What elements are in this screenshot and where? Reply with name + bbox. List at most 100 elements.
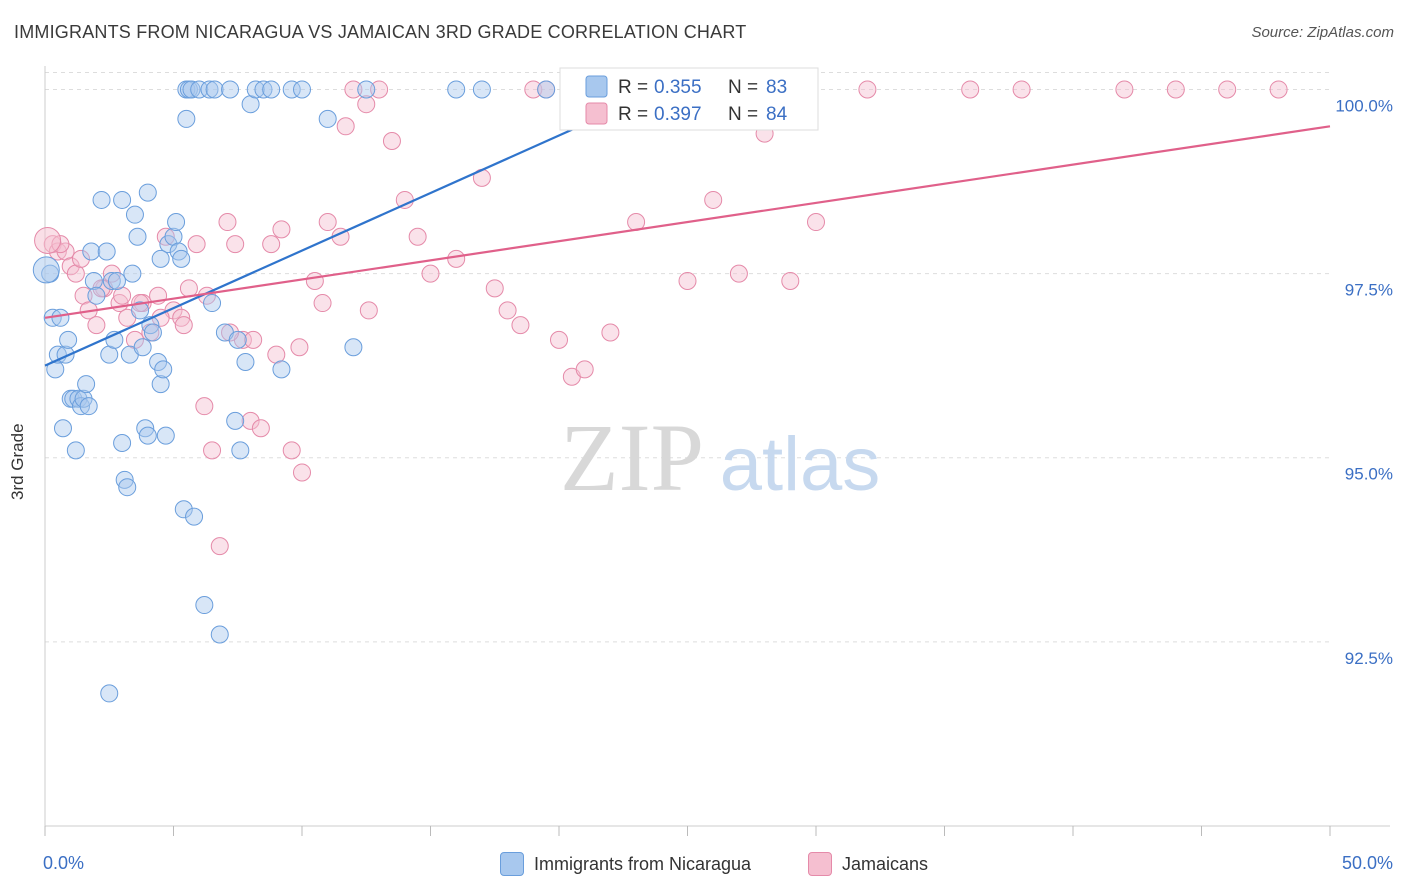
source-label: Source: ZipAtlas.com: [1251, 24, 1394, 41]
data-point: [151, 375, 170, 394]
y-tick-label: 97.5%: [1345, 281, 1393, 300]
data-point: [107, 271, 126, 290]
data-point: [53, 419, 72, 438]
data-point: [395, 190, 414, 209]
data-point: [601, 323, 620, 342]
data-point: [172, 308, 191, 327]
stats-n-value-1: 83: [766, 77, 787, 98]
data-point: [210, 625, 229, 644]
x-tick-label-min: 0.0%: [43, 853, 84, 873]
data-point: [241, 411, 260, 430]
data-point: [138, 183, 157, 202]
data-point: [318, 213, 337, 232]
data-point: [66, 441, 85, 460]
data-point: [174, 500, 193, 519]
data-point: [102, 271, 121, 290]
data-point: [226, 411, 245, 430]
data-point: [305, 271, 324, 290]
data-point: [318, 109, 337, 128]
legend-label-nicaragua: Immigrants from Nicaragua: [534, 853, 752, 874]
data-point-large: [32, 256, 60, 284]
data-point: [71, 249, 90, 268]
data-point: [781, 271, 800, 290]
data-point: [69, 389, 88, 408]
data-point: [167, 213, 186, 232]
data-point: [43, 308, 62, 327]
data-point: [59, 330, 78, 349]
data-point: [244, 330, 263, 349]
data-point: [115, 470, 134, 489]
data-point: [143, 323, 162, 342]
data-point: [1269, 80, 1288, 99]
data-point: [125, 205, 144, 224]
chart-title: IMMIGRANTS FROM NICARAGUA VS JAMAICAN 3R…: [14, 22, 747, 42]
legend-swatch-jamaicans: [808, 852, 832, 876]
trendline-jamaicans: [44, 125, 1331, 319]
data-point: [118, 478, 137, 497]
data-point: [1115, 80, 1134, 99]
data-point: [290, 338, 309, 357]
data-point: [77, 375, 96, 394]
data-point: [858, 80, 877, 99]
data-point: [221, 323, 240, 342]
data-point: [961, 80, 980, 99]
data-point: [421, 264, 440, 283]
data-point: [123, 264, 142, 283]
grid-layer: [45, 71, 1330, 643]
data-point: [190, 80, 209, 99]
data-point: [370, 80, 389, 99]
stats-legend: R = 0.355 N = 83 R = 0.397 N = 84: [559, 67, 819, 131]
stats-swatch-jamaicans: [585, 102, 608, 125]
data-point: [133, 338, 152, 357]
data-point: [51, 308, 70, 327]
y-tick-label: 92.5%: [1345, 649, 1393, 668]
data-point-large: [34, 226, 62, 254]
legend-item-jamaicans: Jamaicans: [808, 852, 928, 876]
stats-r-value-2: 0.397: [654, 104, 702, 125]
data-point: [97, 242, 116, 261]
series-legend: Immigrants from Nicaragua Jamaicans: [0, 852, 1406, 878]
legend-label-jamaicans: Jamaicans: [842, 853, 929, 874]
data-point: [179, 279, 198, 298]
data-point: [1218, 80, 1237, 99]
data-point: [79, 397, 98, 416]
data-point: [128, 227, 147, 246]
data-point: [1166, 80, 1185, 99]
data-point: [272, 220, 291, 239]
data-point: [485, 279, 504, 298]
data-point: [228, 330, 247, 349]
data-point: [205, 80, 224, 99]
data-point: [131, 301, 150, 320]
data-point: [177, 109, 196, 128]
data-point: [447, 249, 466, 268]
data-point: [113, 190, 132, 209]
data-point: [221, 80, 240, 99]
data-point: [1012, 80, 1031, 99]
data-point: [511, 316, 530, 335]
data-point: [729, 264, 748, 283]
x-tick-label-max: 50.0%: [1342, 853, 1393, 873]
data-point: [156, 426, 175, 445]
data-point: [293, 463, 311, 482]
points-nicaragua: [32, 80, 581, 703]
stats-n-value-2: 84: [766, 104, 788, 125]
data-point: [174, 316, 193, 335]
data-point: [156, 227, 175, 246]
y-tick-label: 95.0%: [1345, 465, 1393, 484]
data-point: [84, 271, 103, 290]
data-point: [282, 441, 301, 460]
data-point: [313, 294, 332, 313]
data-point: [210, 537, 229, 556]
data-point: [282, 80, 301, 99]
data-point: [550, 330, 568, 349]
data-point: [262, 80, 281, 99]
stats-r-label-2: R =: [618, 104, 648, 125]
data-point: [169, 242, 188, 261]
trend-layer: [44, 88, 1331, 367]
axes-layer: 92.5% 95.0% 97.5% 100.0% 0.0% 50.0%: [43, 66, 1393, 873]
stats-n-label-2: N =: [728, 104, 758, 125]
data-point: [195, 397, 214, 416]
data-point: [236, 352, 255, 371]
data-point: [246, 80, 265, 99]
